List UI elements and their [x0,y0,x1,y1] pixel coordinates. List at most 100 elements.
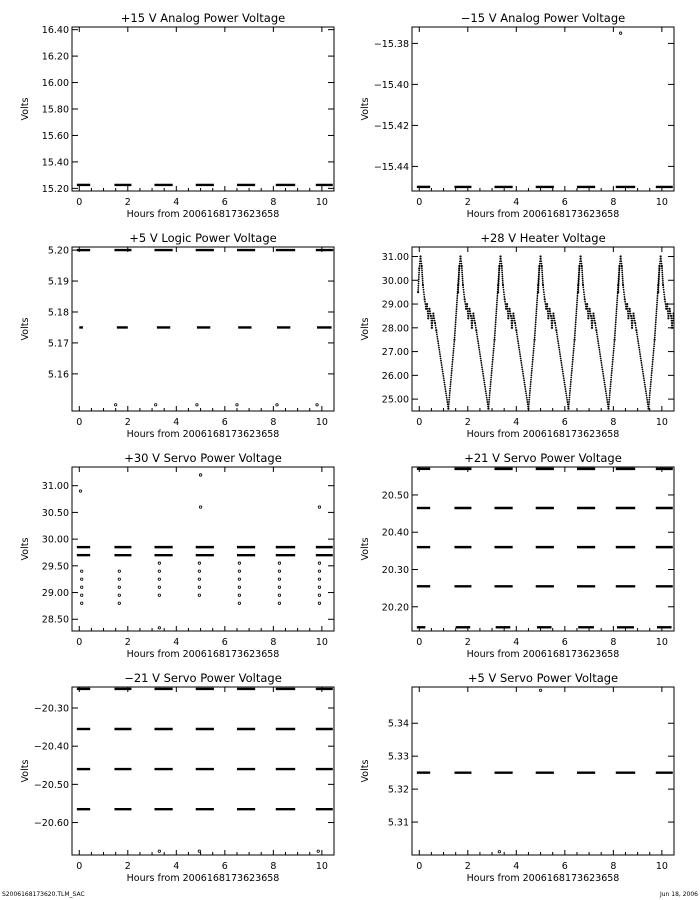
trace-point [495,314,497,317]
trace-point [574,321,577,324]
data-point [619,255,622,258]
trace-point [600,361,603,364]
trace-point [612,349,615,352]
trace-point [489,387,492,390]
trace-point [438,348,441,351]
trace-point [498,267,501,270]
y-tick-label: 30.50 [42,508,69,519]
trace-point [497,278,500,281]
trace-point [458,271,460,274]
trace-point [621,269,624,272]
trace-point [646,399,649,401]
trace-point [575,314,578,317]
trace-point [590,317,593,320]
trace-point [551,319,554,322]
trace-point [506,307,509,310]
trace-point [661,267,663,270]
y-tick-label: −20.30 [34,704,69,715]
trace-point [530,372,533,374]
trace-point [449,381,452,383]
trace-point [616,297,619,300]
trace-point [535,310,538,313]
trace-point [658,267,661,270]
data-point [623,298,626,301]
trace-point [644,388,647,390]
trace-point [666,307,669,310]
y-tick-label: 16.20 [42,52,69,63]
trace-point [541,279,544,282]
trace-point [616,295,619,297]
y-tick-label: 20.30 [382,565,409,576]
trace-point [591,319,594,322]
trace-point [426,310,429,313]
trace-point [521,366,523,369]
trace-point [609,387,612,390]
trace-point [455,310,458,313]
trace-point [522,375,525,377]
data-layer [76,687,333,853]
trace-point [436,338,439,340]
data-point [80,577,84,581]
trace-point [504,303,507,305]
trace-point [419,257,422,260]
trace-point [528,392,531,394]
trace-point [449,383,452,386]
trace-point [482,377,485,380]
trace-point [518,348,521,351]
trace-point [573,343,576,346]
trace-point [498,273,500,276]
trace-point [630,319,633,322]
trace-point [531,358,534,361]
x-tick-label: 6 [222,417,228,428]
trace-point [451,358,454,361]
trace-point [517,344,520,347]
data-point [621,283,625,287]
trace-point [448,392,451,394]
trace-point [474,326,477,329]
trace-point [480,361,483,364]
trace-point [526,401,529,403]
trace-point [442,372,444,375]
trace-point [449,389,451,392]
data-point [626,302,629,306]
trace-point [529,383,532,386]
x-tick-label: 8 [610,637,616,648]
x-tick-label: 4 [173,861,179,872]
data-point [419,255,422,258]
x-tick-label: 0 [76,197,82,208]
trace-point [532,347,535,350]
trace-point [638,346,640,349]
data-point [317,561,322,565]
trace-point [657,289,660,291]
data-point [515,329,518,332]
trace-point [529,381,532,383]
trace-point [640,364,643,366]
trace-point [593,319,596,322]
x-tick-label: 0 [416,861,422,872]
trace-point [616,299,619,302]
y-tick-label: 5.31 [388,818,409,829]
trace-point [657,280,660,283]
trace-point [572,356,574,359]
trace-point [448,394,451,397]
trace-point [570,378,572,381]
trace-point [492,345,495,348]
trace-point [495,303,498,306]
trace-point [563,379,565,382]
trace-point [423,293,425,296]
trace-point [621,275,624,278]
y-axis-label: Volts [360,538,371,561]
trace-point [457,286,460,289]
trace-point [431,317,434,320]
trace-point [541,275,544,278]
trace-point [521,370,524,373]
trace-point [649,383,652,386]
trace-point [476,338,479,340]
trace-point [489,383,492,386]
data-point [501,283,505,287]
trace-point [611,361,614,363]
trace-point [651,367,653,370]
data-point [157,593,161,597]
trace-point [650,372,653,374]
trace-point [533,345,535,348]
